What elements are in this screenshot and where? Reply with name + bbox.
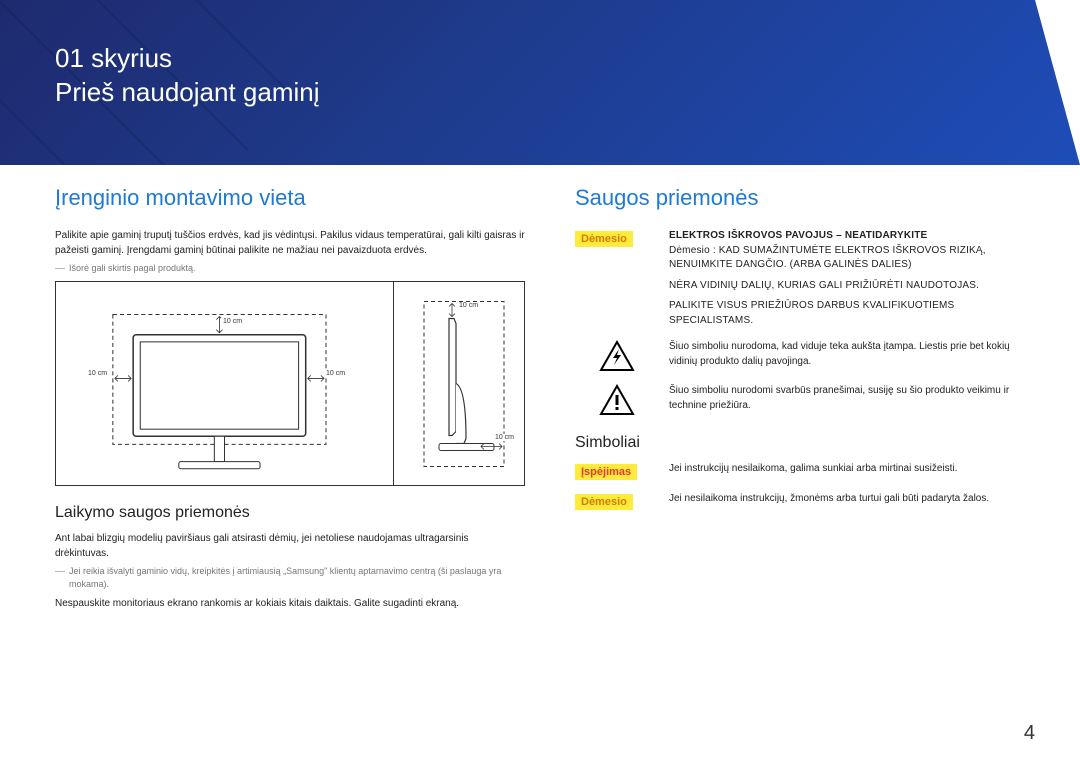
label-bottom-side: 10 cm [493, 434, 516, 441]
monitor-front-svg [56, 282, 393, 485]
subsection-symbols: Simboliai [575, 434, 1025, 452]
symbol-voltage-row: Šiuo simboliu nurodoma, kad viduje teka … [575, 340, 1025, 372]
caution-badge-text: Dėmesio [575, 231, 633, 247]
label-left-front: 10 cm [86, 370, 109, 377]
caution2-badge-text: Dėmesio [575, 494, 633, 510]
installation-note: Išorė gali skirtis pagal produktą. [55, 262, 525, 275]
subsection-storage-safety: Laikymo saugos priemonės [55, 504, 525, 522]
chapter-name: Prieš naudojant gaminį [55, 76, 320, 110]
symbol-info-text: Šiuo simboliu nurodomi svarbūs pranešima… [669, 384, 1025, 413]
label-top-side: 10 cm [457, 302, 480, 309]
chapter-title: 01 skyrius Prieš naudojant gaminį [55, 42, 320, 110]
caution2-badge: Dėmesio [575, 492, 645, 510]
caution2-row: Dėmesio Jei nesilaikoma instrukcijų, žmo… [575, 492, 1025, 510]
high-voltage-icon [575, 340, 645, 372]
storage-p2: Nespauskite monitoriaus ekrano rankomis … [55, 597, 525, 612]
symbol-voltage-text: Šiuo simboliu nurodoma, kad viduje teka … [669, 340, 1025, 369]
diagram-side-view: 10 cm 10 cm [394, 282, 524, 485]
storage-note: Jei reikia išvalyti gaminio vidų, kreipk… [55, 565, 525, 591]
storage-p1: Ant labai blizgių modelių paviršiaus gal… [55, 532, 525, 561]
page-content: Įrenginio montavimo vieta Palikite apie … [55, 185, 1025, 743]
chapter-header-band: 01 skyrius Prieš naudojant gaminį [0, 0, 1080, 165]
caution-line4: PALIKITE VISUS PRIEŽIŪROS DARBUS KVALIFI… [669, 299, 1025, 328]
caution2-text: Jei nesilaikoma instrukcijų, žmonėms arb… [669, 492, 1025, 507]
label-top-front: 10 cm [221, 318, 244, 325]
clearance-diagram: 10 cm 10 cm 10 cm [55, 281, 525, 486]
caution-badge: Dėmesio [575, 229, 645, 247]
warning-text: Jei instrukcijų nesilaikoma, galima sunk… [669, 462, 1025, 477]
left-column: Įrenginio montavimo vieta Palikite apie … [55, 185, 525, 743]
installation-description: Palikite apie gaminį truputį tuščios erd… [55, 229, 525, 258]
section-heading-safety: Saugos priemonės [575, 185, 1025, 211]
caution-block: Dėmesio ELEKTROS IŠKROVOS PAVOJUS – NEAT… [575, 229, 1025, 328]
right-column: Saugos priemonės Dėmesio ELEKTROS IŠKROV… [575, 185, 1025, 743]
warning-badge: Įspėjimas [575, 462, 645, 480]
caution-text-block: ELEKTROS IŠKROVOS PAVOJUS – NEATIDARYKIT… [669, 229, 1025, 328]
header-corner-cut [1035, 0, 1080, 165]
diagram-front-view: 10 cm 10 cm 10 cm [56, 282, 394, 485]
caution-line3: NĖRA VIDINIŲ DALIŲ, KURIAS GALI PRIŽIŪRĖ… [669, 279, 1025, 294]
label-right-front: 10 cm [324, 370, 347, 377]
exclamation-icon [575, 384, 645, 416]
caution-line2: Dėmesio : KAD SUMAŽINTUMĖTE ELEKTROS IŠK… [669, 244, 1025, 273]
warning-row: Įspėjimas Jei instrukcijų nesilaikoma, g… [575, 462, 1025, 480]
chapter-number: 01 skyrius [55, 42, 320, 76]
section-heading-installation: Įrenginio montavimo vieta [55, 185, 525, 211]
warning-badge-text: Įspėjimas [575, 464, 637, 480]
caution-line1: ELEKTROS IŠKROVOS PAVOJUS – NEATIDARYKIT… [669, 229, 1025, 244]
symbol-info-row: Šiuo simboliu nurodomi svarbūs pranešima… [575, 384, 1025, 416]
page-number: 4 [1024, 722, 1035, 745]
monitor-side-svg [394, 282, 524, 485]
